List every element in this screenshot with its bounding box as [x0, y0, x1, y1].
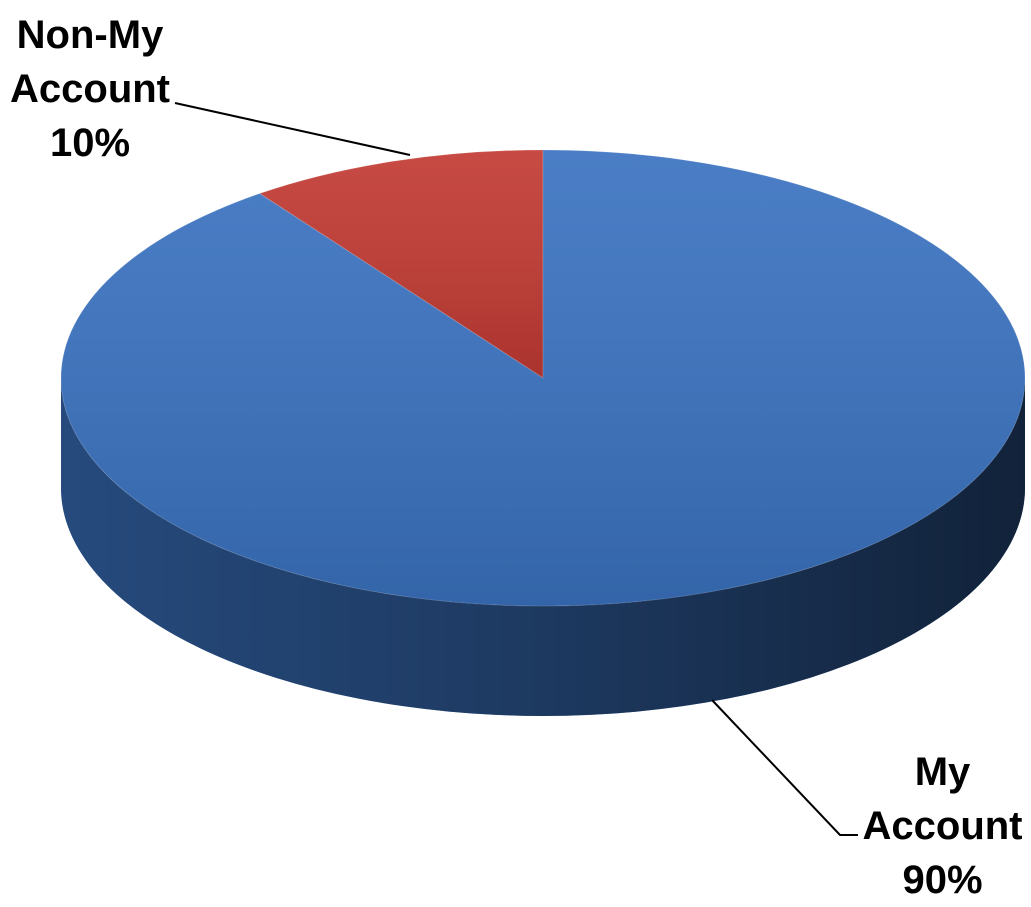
pie-side-shade: [61, 378, 1025, 716]
pie-slice-shade: [259, 150, 543, 378]
pie: [60, 149, 1026, 716]
value-label: 10%: [49, 121, 131, 165]
category-label: Non-My Account: [10, 13, 170, 111]
data-label: Non-My Account 10%: [0, 8, 180, 170]
leader-line: [174, 102, 411, 156]
leader-line: [711, 699, 858, 836]
data-label: My Account 90%: [855, 745, 1030, 907]
pie-slice-shade: [61, 150, 1026, 606]
value-label: 90%: [902, 858, 983, 902]
category-label: My Account: [862, 750, 1023, 848]
